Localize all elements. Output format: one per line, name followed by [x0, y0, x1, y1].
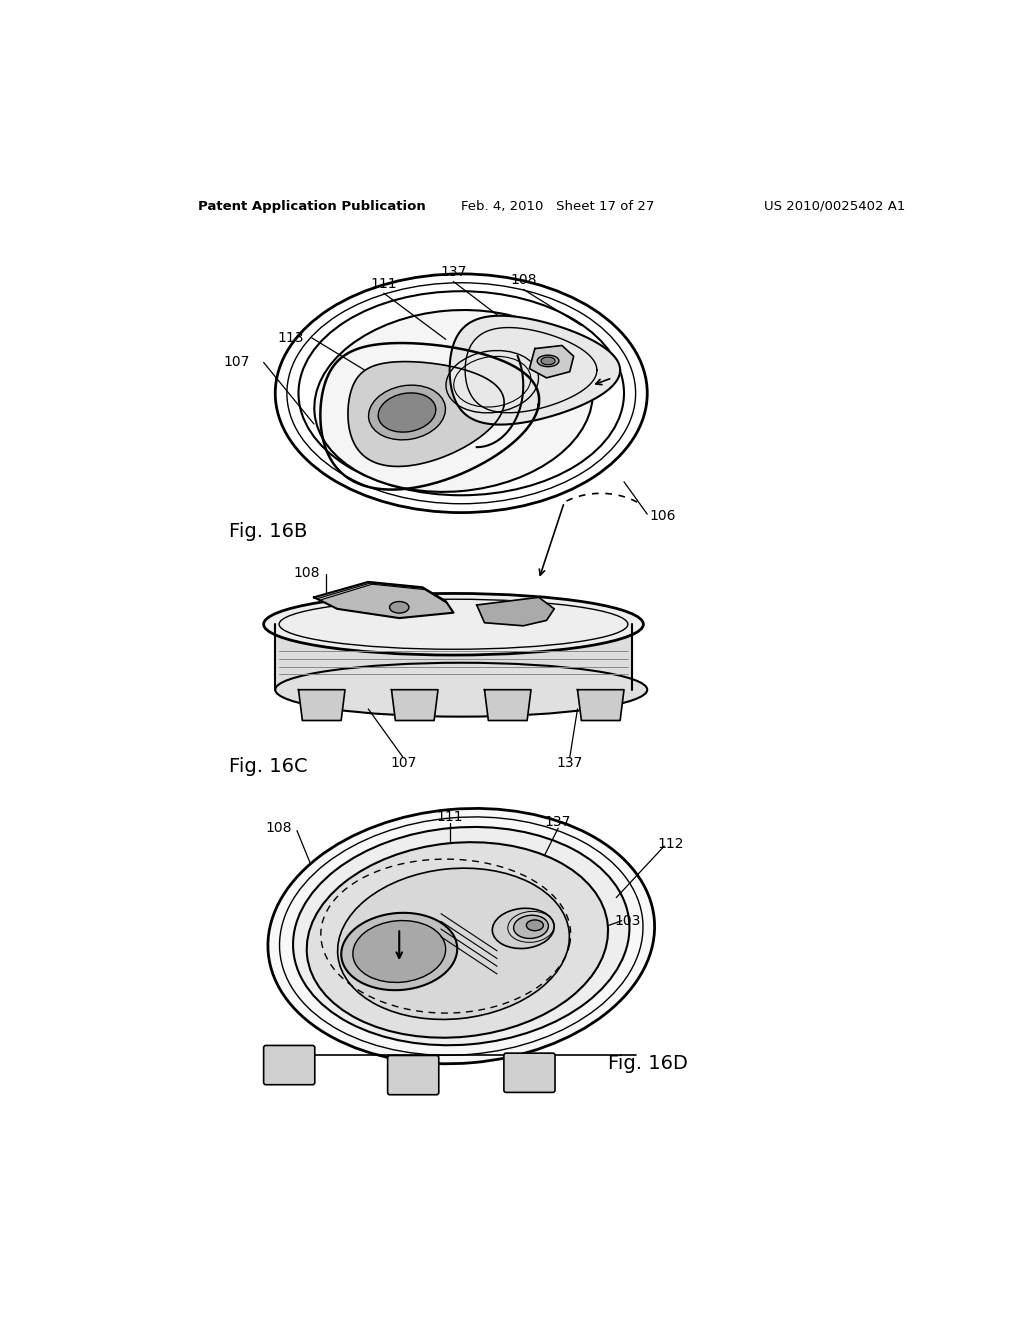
Ellipse shape: [369, 385, 445, 440]
Ellipse shape: [538, 355, 559, 367]
Text: Patent Application Publication: Patent Application Publication: [198, 199, 426, 213]
Polygon shape: [477, 597, 554, 626]
Text: 107: 107: [223, 355, 250, 370]
Ellipse shape: [514, 915, 549, 939]
Ellipse shape: [526, 920, 544, 931]
Polygon shape: [299, 689, 345, 721]
FancyBboxPatch shape: [504, 1053, 555, 1093]
Ellipse shape: [263, 594, 643, 655]
Text: Fig. 16B: Fig. 16B: [228, 523, 307, 541]
Polygon shape: [391, 689, 438, 721]
Text: 112: 112: [657, 837, 684, 850]
Ellipse shape: [268, 808, 654, 1064]
Text: 108: 108: [293, 566, 319, 579]
Ellipse shape: [307, 842, 608, 1038]
Text: 137: 137: [440, 265, 467, 280]
FancyBboxPatch shape: [263, 1045, 314, 1085]
Polygon shape: [578, 689, 624, 721]
Text: Fig. 16C: Fig. 16C: [228, 758, 307, 776]
Ellipse shape: [378, 393, 436, 432]
Ellipse shape: [293, 826, 630, 1045]
Ellipse shape: [541, 358, 555, 364]
Text: 107: 107: [273, 1052, 300, 1067]
Text: 108: 108: [266, 821, 293, 836]
FancyBboxPatch shape: [388, 1056, 438, 1094]
Polygon shape: [348, 362, 504, 466]
Text: 106: 106: [649, 510, 676, 524]
Text: 111: 111: [436, 809, 463, 824]
Text: 113: 113: [278, 331, 304, 345]
Polygon shape: [529, 346, 573, 378]
Text: 137: 137: [557, 756, 583, 770]
Text: US 2010/0025402 A1: US 2010/0025402 A1: [764, 199, 905, 213]
Ellipse shape: [275, 663, 647, 717]
Polygon shape: [314, 582, 454, 618]
Polygon shape: [275, 624, 632, 689]
Ellipse shape: [341, 913, 458, 990]
Ellipse shape: [314, 310, 593, 492]
Polygon shape: [484, 689, 531, 721]
Text: Fig. 16D: Fig. 16D: [608, 1053, 688, 1073]
Text: 107: 107: [390, 756, 417, 770]
Text: 111: 111: [371, 277, 397, 290]
Ellipse shape: [389, 602, 409, 612]
Polygon shape: [450, 315, 621, 425]
Text: 108: 108: [510, 273, 537, 286]
Text: Feb. 4, 2010   Sheet 17 of 27: Feb. 4, 2010 Sheet 17 of 27: [461, 199, 654, 213]
Text: 103: 103: [614, 913, 641, 928]
Ellipse shape: [493, 908, 554, 949]
Ellipse shape: [353, 920, 445, 982]
Text: 137: 137: [545, 816, 571, 829]
Ellipse shape: [338, 869, 569, 1019]
